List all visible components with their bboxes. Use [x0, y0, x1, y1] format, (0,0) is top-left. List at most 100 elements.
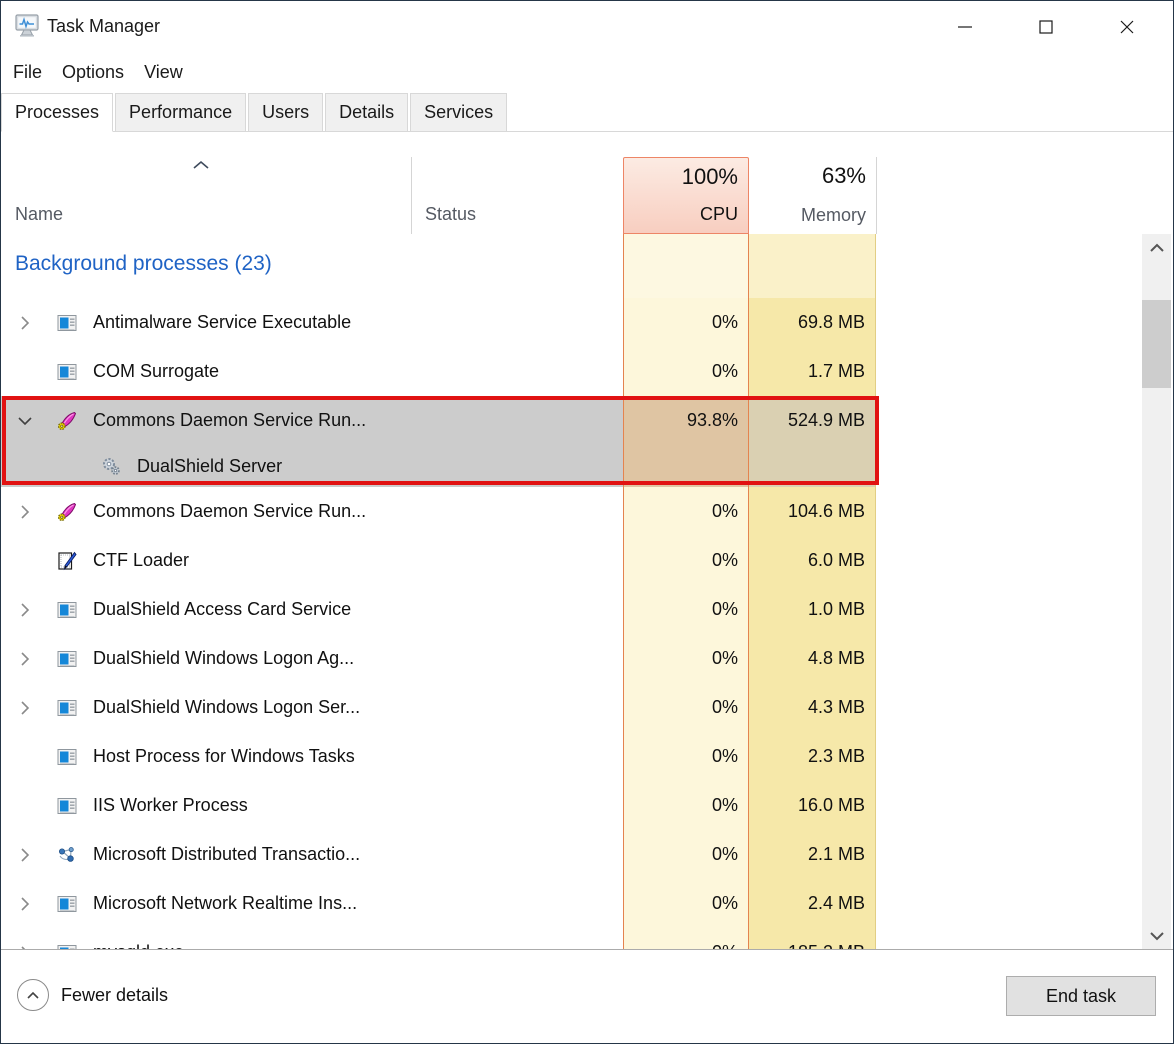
minimize-button[interactable] — [948, 11, 982, 43]
feather-icon — [57, 502, 77, 522]
cpu-cell: 0% — [623, 298, 749, 347]
expand-chevron-icon[interactable] — [17, 413, 33, 429]
expand-chevron-icon[interactable] — [17, 651, 33, 667]
fewer-details-toggle[interactable]: Fewer details — [17, 979, 168, 1011]
cpu-cell: 93.8% — [623, 396, 749, 445]
process-row[interactable]: Microsoft Network Realtime Ins... 0% 2.4… — [1, 879, 1173, 928]
status-cell — [411, 585, 623, 634]
feather-icon — [57, 411, 77, 431]
memory-cell — [749, 445, 876, 487]
group-header-label: Background processes (23) — [15, 252, 272, 275]
expand-chevron-icon[interactable] — [17, 896, 33, 912]
tab-processes[interactable]: Processes — [1, 93, 114, 132]
cpu-cell: 0% — [623, 732, 749, 781]
gears-icon — [101, 456, 121, 476]
app-window-icon — [57, 747, 77, 767]
process-name: Microsoft Network Realtime Ins... — [93, 893, 358, 913]
expand-chevron-icon[interactable] — [17, 700, 33, 716]
group-header-row[interactable]: Background processes (23) — [1, 234, 1173, 298]
close-button[interactable] — [1110, 11, 1144, 43]
cpu-column-label: CPU — [699, 204, 738, 224]
footer-bar: Fewer details End task — [1, 949, 1173, 1043]
tab-strip: Processes Performance Users Details Serv… — [1, 93, 1173, 132]
cpu-cell: 0% — [623, 487, 749, 536]
expand-chevron-icon[interactable] — [17, 504, 33, 520]
process-row[interactable]: CTF Loader 0% 6.0 MB — [1, 536, 1173, 585]
title-bar[interactable]: Task Manager — [1, 1, 1173, 51]
cpu-cell: 0% — [623, 683, 749, 732]
column-header-memory[interactable]: 63% Memory — [749, 157, 876, 234]
process-name: CTF Loader — [93, 550, 190, 570]
expand-chevron-icon[interactable] — [17, 315, 33, 331]
process-row[interactable]: DualShield Server — [1, 445, 1173, 487]
process-name: Commons Daemon Service Run... — [93, 501, 367, 521]
expand-chevron-icon[interactable] — [17, 602, 33, 618]
expand-chevron-icon[interactable] — [17, 847, 33, 863]
cpu-cell: 0% — [623, 879, 749, 928]
menu-file[interactable]: File — [13, 61, 43, 82]
process-name: COM Surrogate — [93, 361, 220, 381]
process-row[interactable]: Commons Daemon Service Run... 93.8% 524.… — [1, 396, 1173, 445]
cpu-cell: 0% — [623, 928, 749, 950]
scrollbar-thumb[interactable] — [1142, 300, 1171, 388]
cpu-cell: 0% — [623, 781, 749, 830]
chevron-up-circle-icon — [17, 979, 49, 1011]
process-row[interactable]: DualShield Access Card Service 0% 1.0 MB — [1, 585, 1173, 634]
column-divider[interactable] — [876, 157, 877, 234]
process-row[interactable]: DualShield Windows Logon Ser... 0% 4.3 M… — [1, 683, 1173, 732]
tab-services[interactable]: Services — [410, 93, 508, 131]
column-divider[interactable] — [411, 157, 412, 234]
process-name: DualShield Server — [137, 455, 283, 476]
app-window-icon — [57, 894, 77, 914]
tab-performance[interactable]: Performance — [115, 93, 247, 131]
app-window-icon — [57, 796, 77, 816]
process-row[interactable]: COM Surrogate 0% 1.7 MB — [1, 347, 1173, 396]
status-cell — [411, 879, 623, 928]
maximize-button[interactable] — [1029, 11, 1063, 43]
status-cell — [411, 487, 623, 536]
process-name: mysqld.exe — [93, 942, 184, 950]
tab-users[interactable]: Users — [248, 93, 324, 131]
process-row[interactable]: Microsoft Distributed Transactio... 0% 2… — [1, 830, 1173, 879]
molecule-icon — [57, 845, 77, 865]
status-cell — [411, 683, 623, 732]
memory-cell: 524.9 MB — [749, 396, 876, 445]
menu-view[interactable]: View — [144, 61, 183, 82]
memory-cell: 2.4 MB — [749, 879, 876, 928]
memory-cell: 6.0 MB — [749, 536, 876, 585]
window-title: Task Manager — [47, 16, 161, 36]
memory-cell: 1.0 MB — [749, 585, 876, 634]
memory-cell: 4.8 MB — [749, 634, 876, 683]
table-header: Name Status 100% CPU 63% Memory — [1, 157, 1173, 235]
menu-options[interactable]: Options — [62, 61, 125, 82]
end-task-button[interactable]: End task — [1006, 976, 1156, 1016]
process-name: Microsoft Distributed Transactio... — [93, 844, 361, 864]
task-manager-app-icon — [13, 11, 43, 41]
column-header-status[interactable]: Status — [425, 204, 477, 224]
column-header-cpu[interactable]: 100% CPU — [623, 157, 749, 234]
process-list: Background processes (23) Antimalware Se… — [1, 234, 1173, 950]
status-cell — [411, 445, 623, 487]
process-row[interactable]: IIS Worker Process 0% 16.0 MB — [1, 781, 1173, 830]
process-row[interactable]: Commons Daemon Service Run... 0% 104.6 M… — [1, 487, 1173, 536]
column-header-name[interactable]: Name — [15, 204, 64, 224]
process-row[interactable]: DualShield Windows Logon Ag... 0% 4.8 MB — [1, 634, 1173, 683]
process-name: DualShield Windows Logon Ser... — [93, 697, 361, 717]
process-name: IIS Worker Process — [93, 795, 248, 815]
tab-details[interactable]: Details — [325, 93, 409, 131]
process-row[interactable]: Host Process for Windows Tasks 0% 2.3 MB — [1, 732, 1173, 781]
scroll-up-icon[interactable] — [1142, 234, 1171, 262]
memory-total-percent: 63% — [821, 163, 866, 188]
sort-ascending-icon — [192, 159, 210, 171]
app-window-icon — [57, 649, 77, 669]
cpu-cell: 0% — [623, 585, 749, 634]
vertical-scrollbar[interactable] — [1142, 234, 1171, 950]
app-window-icon — [57, 313, 77, 333]
process-row[interactable]: Antimalware Service Executable 0% 69.8 M… — [1, 298, 1173, 347]
expand-chevron-icon[interactable] — [17, 945, 33, 950]
scroll-down-icon[interactable] — [1142, 922, 1171, 950]
memory-cell: 69.8 MB — [749, 298, 876, 347]
process-row[interactable]: mysqld.exe 0% 185.2 MB — [1, 928, 1173, 950]
status-cell — [411, 536, 623, 585]
